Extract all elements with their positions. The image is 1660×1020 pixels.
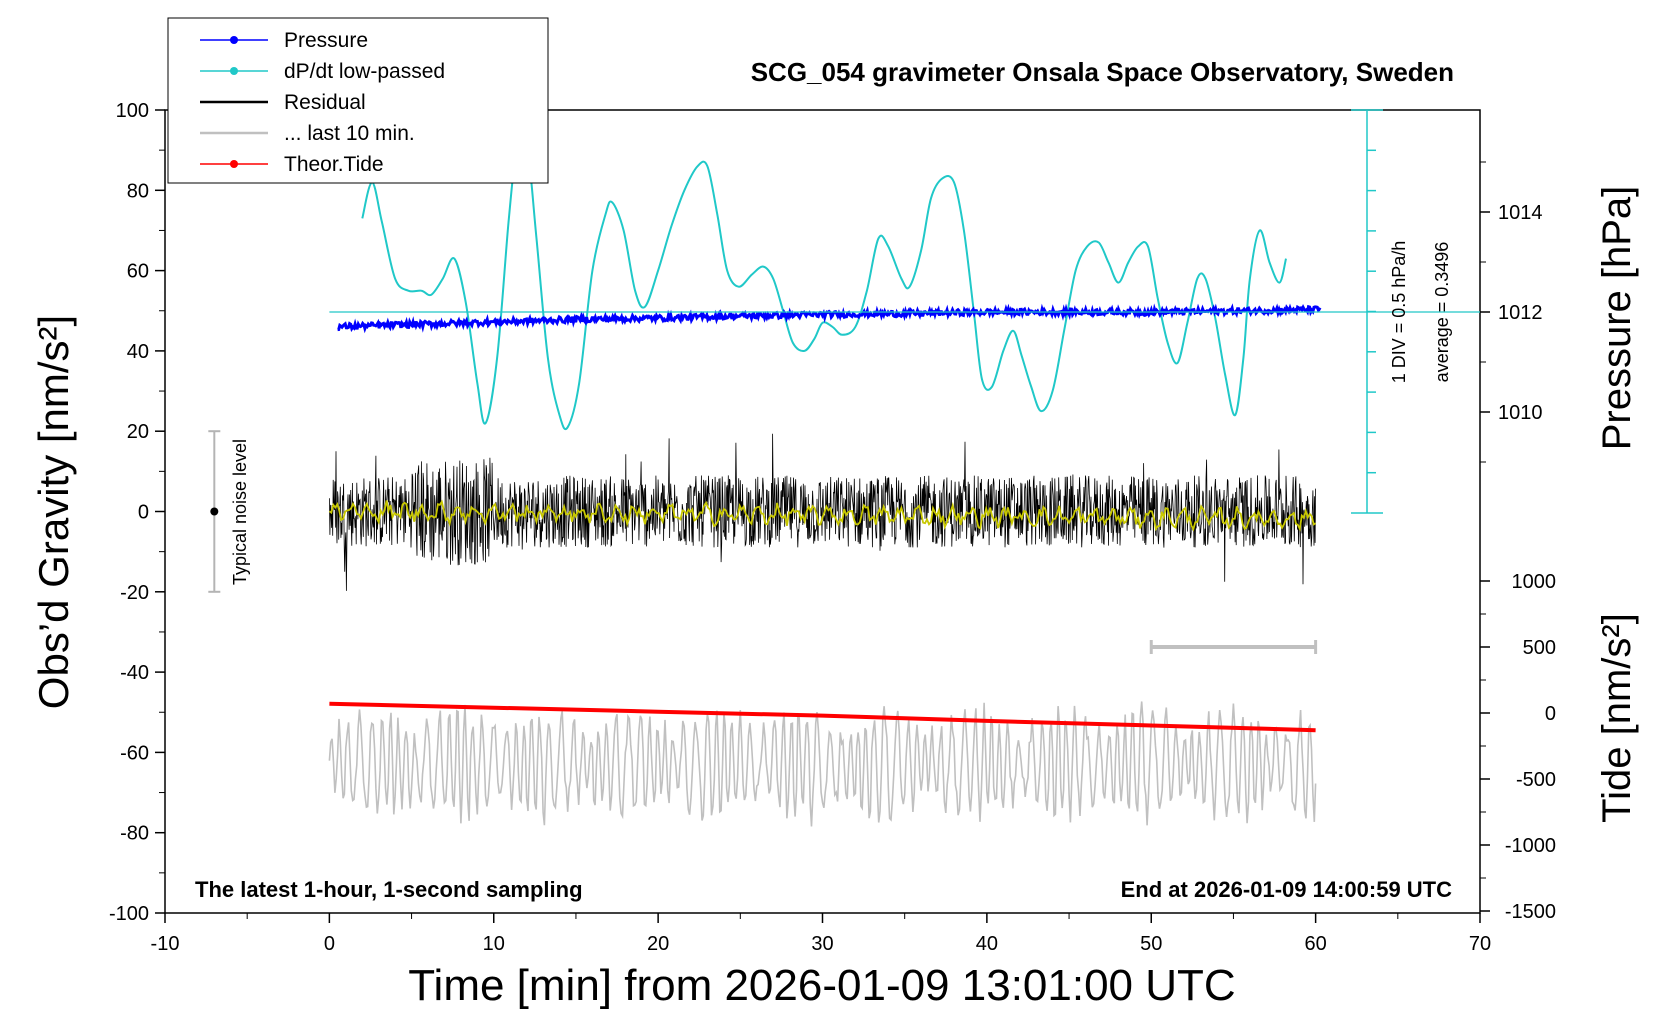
pressure-tick-label: 1010 [1498, 402, 1543, 424]
pressure-tick-label: 1014 [1498, 202, 1543, 224]
dpdt-scale-label: 1 DIV = 0.5 hPa/h [1389, 241, 1409, 384]
x-tick-label: -10 [151, 933, 180, 955]
tide-tick-label: -1000 [1505, 835, 1556, 857]
tide-tick-label: -1500 [1505, 901, 1556, 923]
annotation-bottom-right: End at 2026-01-09 14:00:59 UTC [1121, 877, 1452, 902]
legend-label: Residual [284, 91, 366, 114]
legend-label: Pressure [284, 29, 368, 52]
residual-line [329, 433, 1316, 591]
tide-line [329, 701, 1316, 733]
dpdt-average-label: average = 0.3496 [1432, 242, 1452, 383]
y-tick-label: 20 [127, 421, 149, 443]
x-tick-label: 30 [811, 933, 833, 955]
y-tick-label: -100 [109, 903, 149, 925]
x-tick-label: 60 [1305, 933, 1327, 955]
legend-marker [230, 160, 238, 168]
residual-smooth-line [328, 499, 1317, 532]
y-tick-label: -60 [120, 742, 149, 764]
annotation-bottom-left: The latest 1-hour, 1-second sampling [195, 877, 583, 902]
legend-label: dP/dt low-passed [284, 60, 445, 83]
y-tick-label: 0 [138, 502, 149, 524]
x-tick-label: 20 [647, 933, 669, 955]
legend-marker [230, 67, 238, 75]
tide-tick-label: 0 [1545, 703, 1556, 725]
y-tick-label: 60 [127, 261, 149, 283]
y-tick-label: 40 [127, 341, 149, 363]
noise-bar-center-dot [210, 507, 219, 516]
legend-label: Theor.Tide [284, 153, 384, 176]
pressure-line [337, 303, 1322, 334]
left-axis-title: Obs’d Gravity [nm/s²] [30, 315, 77, 709]
x-tick-label: 70 [1469, 933, 1491, 955]
y-tick-label: 80 [127, 180, 149, 202]
tide-tick-label: -500 [1516, 769, 1556, 791]
y-tick-label: 100 [116, 100, 149, 122]
chart-title: SCG_054 gravimeter Onsala Space Observat… [751, 57, 1454, 87]
x-tick-label: 0 [324, 933, 335, 955]
noise-label: Typical noise level [230, 439, 250, 585]
tide-tick-label: 1000 [1512, 571, 1557, 593]
pressure-tick-label: 1012 [1498, 302, 1543, 324]
x-tick-label: 40 [976, 933, 998, 955]
x-tick-label: 10 [483, 933, 505, 955]
pressure-axis-title: Pressure [hPa] [1595, 186, 1639, 451]
legend-label: ... last 10 min. [284, 122, 415, 145]
y-tick-label: -80 [120, 823, 149, 845]
y-tick-label: -40 [120, 662, 149, 684]
tide-axis-title: Tide [nm/s²] [1595, 613, 1639, 823]
tide-tick-label: 500 [1523, 637, 1556, 659]
legend-marker [230, 36, 238, 44]
last10-line [328, 701, 1317, 827]
x-tick-label: 50 [1140, 933, 1162, 955]
legend-box [167, 17, 549, 184]
x-axis-title: Time [min] from 2026-01-09 13:01:00 UTC [408, 961, 1235, 1010]
y-tick-label: -20 [120, 582, 149, 604]
